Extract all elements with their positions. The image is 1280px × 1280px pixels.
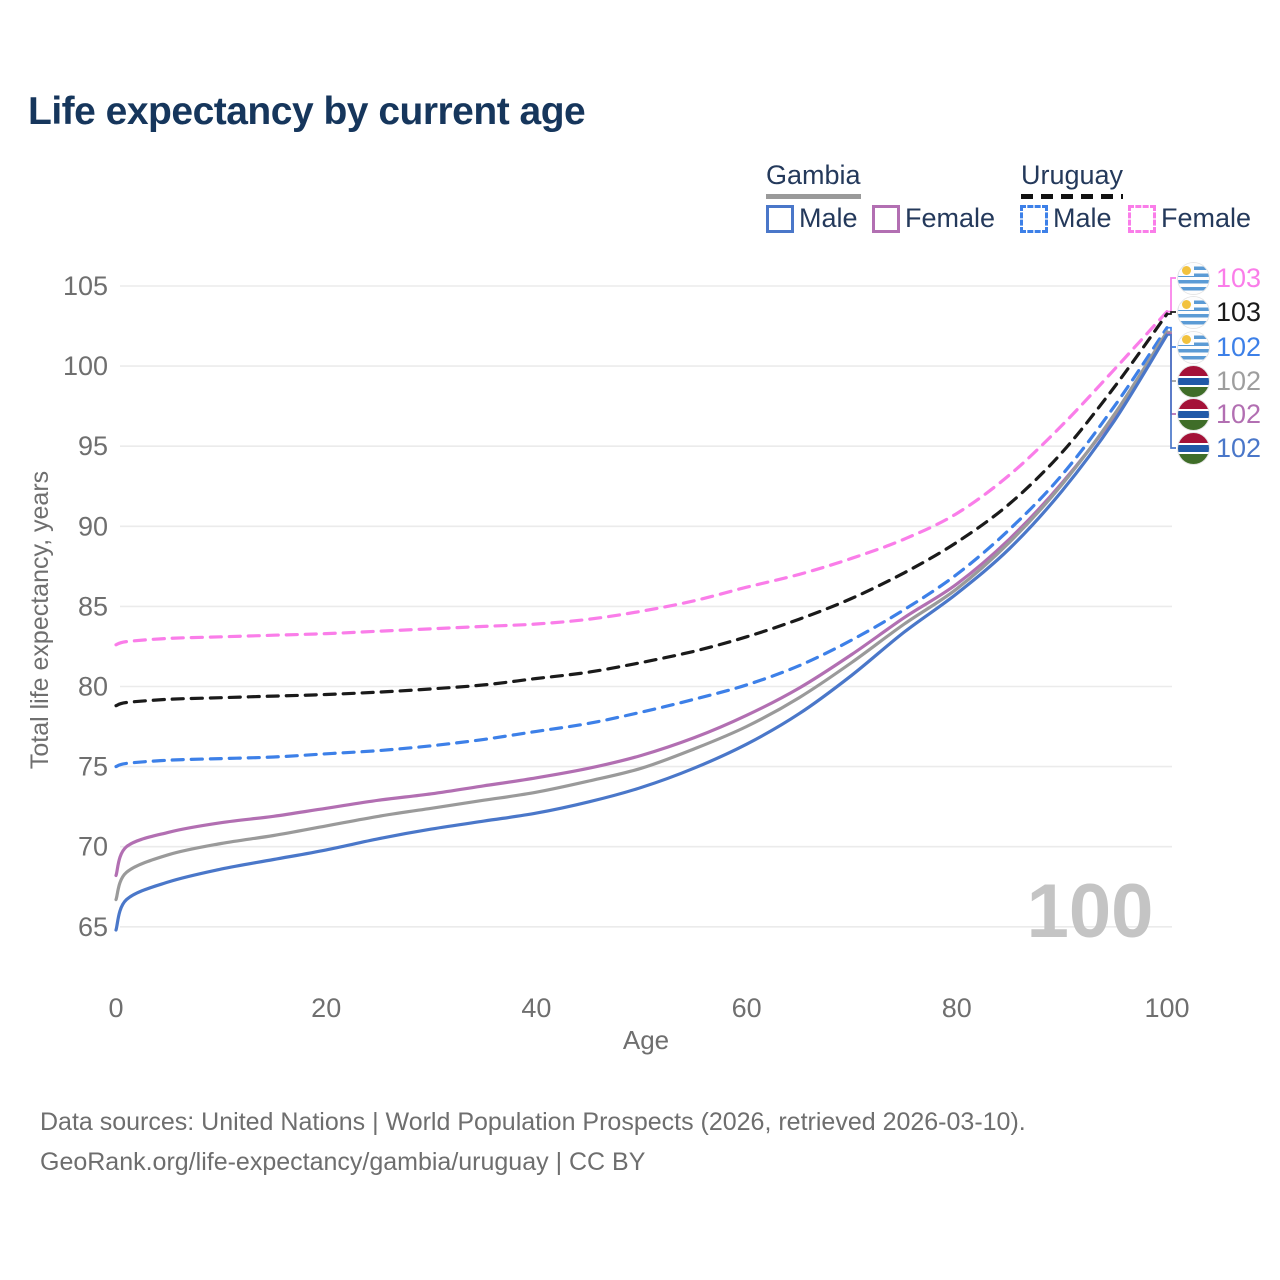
legend-group-gambia[interactable]: Gambia xyxy=(766,160,861,199)
sun-icon xyxy=(1182,334,1191,344)
end-label-gambia-both: 102 xyxy=(1178,365,1261,397)
legend-item-gambia-male[interactable]: Male xyxy=(766,203,858,234)
y-tick-label: 80 xyxy=(78,672,108,702)
end-label-leader xyxy=(1167,277,1176,313)
end-value-label: 102 xyxy=(1216,332,1262,362)
y-axis-title: Total life expectancy, years xyxy=(26,471,54,769)
gambia-solid-line-swatch xyxy=(766,194,861,199)
y-tick-label: 105 xyxy=(63,271,108,301)
legend-item-label: Female xyxy=(905,203,996,233)
sun-icon xyxy=(1182,299,1191,309)
y-tick-label: 75 xyxy=(78,752,108,782)
series-line-gambia-female xyxy=(114,331,1169,878)
attribution-link: GeoRank.org/life-expectancy/gambia/urugu… xyxy=(40,1148,646,1176)
page-title: Life expectancy by current age xyxy=(28,90,586,133)
age-frame-watermark: 100 xyxy=(1026,869,1154,954)
line-chart-canvas: 65 70 75 80 85 90 95 100 105 0 20 40 60 80 100 Age Total… xyxy=(26,271,1190,1055)
uruguay-female-swatch-icon xyxy=(1128,204,1156,233)
x-tick-label: 100 xyxy=(1144,993,1189,1023)
y-tick-label: 70 xyxy=(78,832,108,862)
x-tick-label: 40 xyxy=(521,993,551,1023)
end-label-leader xyxy=(1167,334,1176,449)
series-line-uruguay-both xyxy=(114,312,1169,708)
gambia-flag-icon xyxy=(1178,365,1209,397)
x-tick-label: 20 xyxy=(311,993,341,1023)
legend-group-gambia-label: Gambia xyxy=(766,160,861,190)
uruguay-dashed-line-swatch xyxy=(1021,194,1124,199)
end-label-uruguay-both: 103 xyxy=(1178,296,1261,328)
end-label-uruguay-male: 102 xyxy=(1178,331,1261,363)
series-line-uruguay-female xyxy=(114,310,1169,647)
sun-icon xyxy=(1182,265,1191,275)
legend-item-label: Male xyxy=(799,203,858,233)
legend-group-uruguay[interactable]: Uruguay xyxy=(1021,160,1124,199)
end-value-label: 103 xyxy=(1216,297,1262,327)
data-source-note: Data sources: United Nations | World Pop… xyxy=(40,1108,1026,1136)
legend-item-label: Male xyxy=(1053,203,1112,233)
y-tick-label: 95 xyxy=(78,431,108,461)
x-axis-title: Age xyxy=(623,1025,669,1055)
x-tick-label: 80 xyxy=(942,993,972,1023)
y-tick-label: 90 xyxy=(78,511,108,541)
legend-item-uruguay-male[interactable]: Male xyxy=(1020,203,1112,234)
legend-item-gambia-female[interactable]: Female xyxy=(872,203,995,234)
end-label-gambia-male: 102 xyxy=(1178,432,1261,464)
gambia-flag-icon xyxy=(1178,432,1209,464)
gambia-female-swatch-icon xyxy=(872,204,900,233)
end-value-label: 103 xyxy=(1216,263,1262,293)
end-label-leader xyxy=(1167,311,1176,315)
y-tick-label: 85 xyxy=(78,591,108,621)
series-line-uruguay-male xyxy=(114,326,1169,769)
end-label-gambia-female: 102 xyxy=(1178,398,1261,430)
uruguay-flag-icon xyxy=(1178,262,1209,294)
end-label-uruguay-female: 103 xyxy=(1178,262,1261,294)
y-tick-label: 100 xyxy=(63,351,108,381)
uruguay-male-swatch-icon xyxy=(1020,204,1048,233)
uruguay-flag-icon xyxy=(1178,296,1209,328)
legend-item-label: Female xyxy=(1161,203,1252,233)
gambia-flag-icon xyxy=(1178,398,1209,430)
x-tick-label: 0 xyxy=(108,993,123,1023)
legend-item-uruguay-female[interactable]: Female xyxy=(1128,203,1251,234)
x-tick-label: 60 xyxy=(732,993,762,1023)
y-tick-label: 65 xyxy=(78,912,108,942)
uruguay-flag-icon xyxy=(1178,331,1209,363)
end-value-label: 102 xyxy=(1216,433,1262,463)
series-line-gambia-male xyxy=(114,333,1169,932)
end-value-label: 102 xyxy=(1216,366,1262,396)
end-value-label: 102 xyxy=(1216,399,1262,429)
gambia-male-swatch-icon xyxy=(766,204,794,233)
series-line-gambia-both xyxy=(114,330,1169,902)
legend-group-uruguay-label: Uruguay xyxy=(1021,160,1124,190)
